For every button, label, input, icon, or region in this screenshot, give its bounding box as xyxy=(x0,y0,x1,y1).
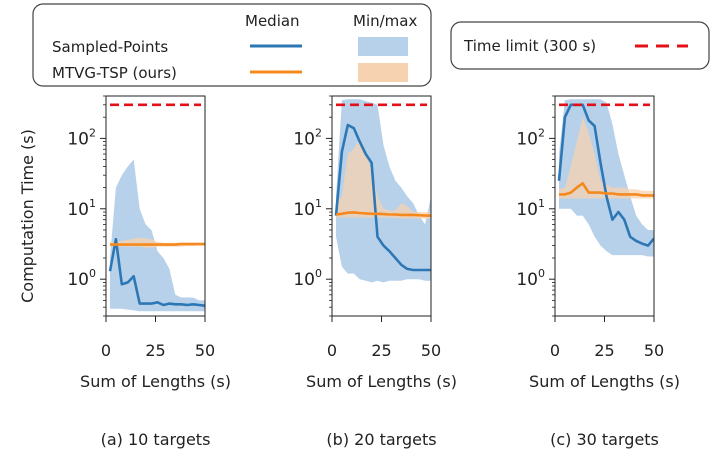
y-tick-label: 100 xyxy=(293,267,322,290)
median-line-mtvg xyxy=(110,242,205,246)
y-tick-label: 102 xyxy=(516,126,545,149)
panels: 100 101 102 0 25 50 Sum of Lengths (s) (a) 10 t… xyxy=(67,95,680,449)
x-tick-label: 0 xyxy=(327,341,337,360)
y-tick-label: 102 xyxy=(293,126,322,149)
panel-title: (b) 20 targets xyxy=(326,430,436,449)
legend-limit-frame xyxy=(450,21,710,70)
panel-2: 100 101 102 0 25 50 Sum of Lengths (s) (b) 20 t… xyxy=(293,95,457,449)
y-axis-label: Computation Time (s) xyxy=(18,129,37,303)
legend-time-limit: Time limit (300 s) xyxy=(450,21,710,70)
x-axis-label: Sum of Lengths (s) xyxy=(529,372,680,391)
x-tick-label: 50 xyxy=(421,341,441,360)
legend: Median Min/max Sampled-Points MTVG-TSP (… xyxy=(32,3,432,87)
legend-frame xyxy=(32,3,432,87)
x-axis-label: Sum of Lengths (s) xyxy=(306,372,457,391)
x-tick-label: 25 xyxy=(594,341,614,360)
y-tick-label: 100 xyxy=(516,267,545,290)
legend-label-mtvg: MTVG-TSP (ours) xyxy=(52,64,177,82)
y-tick-label: 102 xyxy=(67,126,96,149)
x-tick-label: 25 xyxy=(145,341,165,360)
x-tick-label: 50 xyxy=(195,341,215,360)
panel-title: (c) 30 targets xyxy=(550,430,659,449)
legend-label-sampled: Sampled-Points xyxy=(52,38,168,56)
y-tick-label: 100 xyxy=(67,267,96,290)
x-tick-label: 25 xyxy=(371,341,391,360)
x-axis-label: Sum of Lengths (s) xyxy=(80,372,231,391)
x-tick-label: 50 xyxy=(644,341,664,360)
minmax-band-mtvg xyxy=(336,138,431,219)
x-tick-label: 0 xyxy=(101,341,111,360)
legend-header-median: Median xyxy=(245,12,300,30)
panel-title: (a) 10 targets xyxy=(101,430,211,449)
plot-area xyxy=(108,103,205,312)
panel-3: 100 101 102 0 25 50 Sum of Lengths (s) (c) 30 t… xyxy=(516,95,680,449)
y-tick-label: 101 xyxy=(293,197,322,220)
y-tick-label: 101 xyxy=(516,197,545,220)
plot-area xyxy=(334,99,431,283)
median-line-sampled xyxy=(108,237,205,307)
minmax-band-mtvg xyxy=(559,117,654,199)
median-line-mtvg xyxy=(559,182,654,197)
median-line-mtvg xyxy=(335,211,431,217)
x-tick-label: 0 xyxy=(550,341,560,360)
y-tick-label: 101 xyxy=(67,197,96,220)
panel-1: 100 101 102 0 25 50 Sum of Lengths (s) (a) 10 t… xyxy=(67,95,231,449)
legend-label-limit: Time limit (300 s) xyxy=(463,37,596,55)
median-line-sampled xyxy=(334,123,431,272)
plot-area xyxy=(557,99,654,257)
legend-header-minmax: Min/max xyxy=(353,12,417,30)
legend-minmax-sampled xyxy=(358,37,408,56)
minmax-band-sampled xyxy=(110,159,205,312)
legend-minmax-mtvg xyxy=(358,63,408,82)
